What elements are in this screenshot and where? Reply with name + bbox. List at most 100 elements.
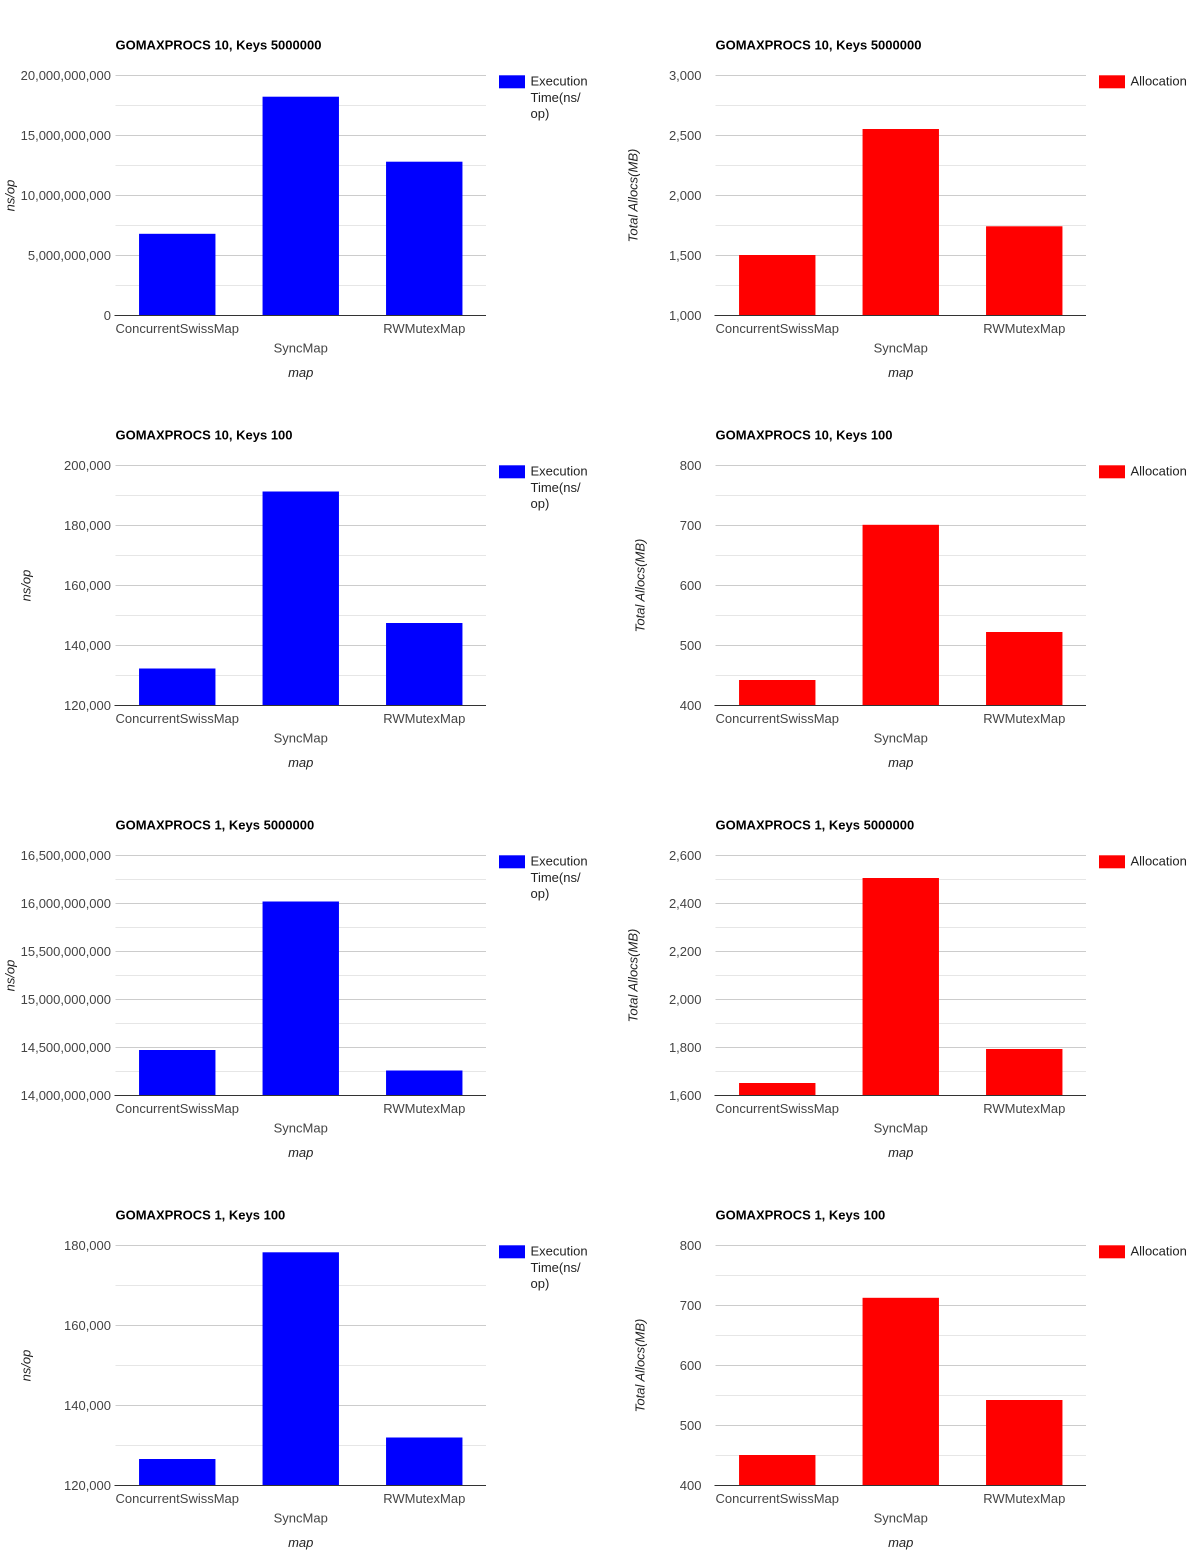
svg-text:op): op) bbox=[531, 886, 550, 901]
svg-text:Execution: Execution bbox=[531, 464, 588, 479]
svg-text:700: 700 bbox=[680, 518, 702, 533]
svg-text:14,500,000,000: 14,500,000,000 bbox=[21, 1040, 111, 1055]
svg-text:600: 600 bbox=[680, 1358, 702, 1373]
svg-text:180,000: 180,000 bbox=[64, 518, 111, 533]
svg-text:2,500: 2,500 bbox=[669, 128, 702, 143]
svg-text:Allocation: Allocation bbox=[1131, 74, 1187, 89]
svg-text:GOMAXPROCS 1, Keys 5000000: GOMAXPROCS 1, Keys 5000000 bbox=[116, 818, 315, 833]
svg-text:ConcurrentSwissMap: ConcurrentSwissMap bbox=[715, 1491, 839, 1506]
svg-text:600: 600 bbox=[680, 578, 702, 593]
svg-text:800: 800 bbox=[680, 1238, 702, 1253]
svg-text:SyncMap: SyncMap bbox=[874, 341, 928, 356]
svg-text:2,400: 2,400 bbox=[669, 896, 702, 911]
svg-text:15,000,000,000: 15,000,000,000 bbox=[21, 128, 111, 143]
svg-text:GOMAXPROCS 1, Keys 100: GOMAXPROCS 1, Keys 100 bbox=[116, 1208, 286, 1223]
svg-text:1,500: 1,500 bbox=[669, 248, 702, 263]
svg-text:14,000,000,000: 14,000,000,000 bbox=[21, 1088, 111, 1103]
svg-text:ns/op: ns/op bbox=[19, 1350, 34, 1382]
svg-text:ns/op: ns/op bbox=[2, 180, 17, 212]
svg-text:GOMAXPROCS 10, Keys 100: GOMAXPROCS 10, Keys 100 bbox=[116, 428, 293, 443]
svg-text:2,200: 2,200 bbox=[669, 944, 702, 959]
svg-text:500: 500 bbox=[680, 638, 702, 653]
svg-text:ConcurrentSwissMap: ConcurrentSwissMap bbox=[115, 1101, 239, 1116]
svg-text:10,000,000,000: 10,000,000,000 bbox=[21, 188, 111, 203]
svg-text:SyncMap: SyncMap bbox=[874, 731, 928, 746]
svg-text:ConcurrentSwissMap: ConcurrentSwissMap bbox=[115, 1491, 239, 1506]
svg-text:2,000: 2,000 bbox=[669, 992, 702, 1007]
svg-text:400: 400 bbox=[680, 1478, 702, 1493]
svg-text:ConcurrentSwissMap: ConcurrentSwissMap bbox=[115, 711, 239, 726]
svg-text:RWMutexMap: RWMutexMap bbox=[983, 711, 1065, 726]
svg-text:1,000: 1,000 bbox=[669, 308, 702, 323]
svg-text:700: 700 bbox=[680, 1298, 702, 1313]
svg-text:Allocation: Allocation bbox=[1131, 464, 1187, 479]
svg-text:200,000: 200,000 bbox=[64, 458, 111, 473]
svg-text:500: 500 bbox=[680, 1418, 702, 1433]
svg-text:15,000,000,000: 15,000,000,000 bbox=[21, 992, 111, 1007]
svg-text:map: map bbox=[288, 1535, 313, 1550]
svg-text:140,000: 140,000 bbox=[64, 638, 111, 653]
svg-text:SyncMap: SyncMap bbox=[274, 341, 328, 356]
svg-text:GOMAXPROCS 10, Keys 5000000: GOMAXPROCS 10, Keys 5000000 bbox=[116, 38, 322, 53]
svg-text:map: map bbox=[288, 755, 313, 770]
svg-text:1,600: 1,600 bbox=[669, 1088, 702, 1103]
svg-text:RWMutexMap: RWMutexMap bbox=[983, 321, 1065, 336]
svg-text:GOMAXPROCS 10, Keys 100: GOMAXPROCS 10, Keys 100 bbox=[716, 428, 893, 443]
svg-text:Total Allocs(MB): Total Allocs(MB) bbox=[626, 149, 641, 243]
svg-text:op): op) bbox=[531, 496, 550, 511]
svg-text:Total Allocs(MB): Total Allocs(MB) bbox=[632, 539, 647, 633]
svg-text:RWMutexMap: RWMutexMap bbox=[383, 321, 465, 336]
svg-text:ConcurrentSwissMap: ConcurrentSwissMap bbox=[115, 321, 239, 336]
svg-text:140,000: 140,000 bbox=[64, 1398, 111, 1413]
svg-text:GOMAXPROCS 1, Keys 5000000: GOMAXPROCS 1, Keys 5000000 bbox=[716, 818, 915, 833]
svg-text:120,000: 120,000 bbox=[64, 698, 111, 713]
svg-text:op): op) bbox=[531, 106, 550, 121]
svg-text:Time(ns/: Time(ns/ bbox=[531, 90, 581, 105]
svg-text:GOMAXPROCS 10, Keys 5000000: GOMAXPROCS 10, Keys 5000000 bbox=[716, 38, 922, 53]
svg-text:2,600: 2,600 bbox=[669, 848, 702, 863]
svg-text:RWMutexMap: RWMutexMap bbox=[983, 1101, 1065, 1116]
svg-text:SyncMap: SyncMap bbox=[874, 1121, 928, 1136]
svg-text:120,000: 120,000 bbox=[64, 1478, 111, 1493]
svg-text:map: map bbox=[888, 365, 913, 380]
svg-text:map: map bbox=[888, 755, 913, 770]
svg-text:Execution: Execution bbox=[531, 74, 588, 89]
svg-text:Allocation: Allocation bbox=[1131, 854, 1187, 869]
svg-text:op): op) bbox=[531, 1276, 550, 1291]
svg-text:SyncMap: SyncMap bbox=[274, 1121, 328, 1136]
svg-text:map: map bbox=[288, 365, 313, 380]
svg-text:0: 0 bbox=[104, 308, 111, 323]
svg-text:ConcurrentSwissMap: ConcurrentSwissMap bbox=[715, 321, 839, 336]
svg-text:16,000,000,000: 16,000,000,000 bbox=[21, 896, 111, 911]
svg-text:RWMutexMap: RWMutexMap bbox=[983, 1491, 1065, 1506]
svg-text:Total Allocs(MB): Total Allocs(MB) bbox=[632, 1319, 647, 1413]
svg-text:ns/op: ns/op bbox=[2, 960, 17, 992]
svg-text:Execution: Execution bbox=[531, 1244, 588, 1259]
svg-text:160,000: 160,000 bbox=[64, 578, 111, 593]
svg-text:RWMutexMap: RWMutexMap bbox=[383, 1101, 465, 1116]
svg-text:map: map bbox=[888, 1535, 913, 1550]
svg-text:3,000: 3,000 bbox=[669, 68, 702, 83]
svg-text:1,800: 1,800 bbox=[669, 1040, 702, 1055]
svg-text:15,500,000,000: 15,500,000,000 bbox=[21, 944, 111, 959]
svg-text:800: 800 bbox=[680, 458, 702, 473]
svg-text:SyncMap: SyncMap bbox=[874, 1511, 928, 1526]
svg-text:Time(ns/: Time(ns/ bbox=[531, 1260, 581, 1275]
svg-text:ConcurrentSwissMap: ConcurrentSwissMap bbox=[715, 711, 839, 726]
svg-text:Allocation: Allocation bbox=[1131, 1244, 1187, 1259]
svg-text:2,000: 2,000 bbox=[669, 188, 702, 203]
svg-text:Execution: Execution bbox=[531, 854, 588, 869]
svg-text:GOMAXPROCS 1, Keys 100: GOMAXPROCS 1, Keys 100 bbox=[716, 1208, 886, 1223]
svg-text:20,000,000,000: 20,000,000,000 bbox=[21, 68, 111, 83]
svg-text:ConcurrentSwissMap: ConcurrentSwissMap bbox=[715, 1101, 839, 1116]
svg-text:Time(ns/: Time(ns/ bbox=[531, 480, 581, 495]
svg-text:map: map bbox=[888, 1145, 913, 1160]
svg-text:ns/op: ns/op bbox=[19, 570, 34, 602]
svg-text:180,000: 180,000 bbox=[64, 1238, 111, 1253]
svg-text:SyncMap: SyncMap bbox=[274, 731, 328, 746]
svg-text:RWMutexMap: RWMutexMap bbox=[383, 1491, 465, 1506]
svg-text:SyncMap: SyncMap bbox=[274, 1511, 328, 1526]
svg-text:5,000,000,000: 5,000,000,000 bbox=[28, 248, 111, 263]
svg-text:Total Allocs(MB): Total Allocs(MB) bbox=[626, 929, 641, 1023]
svg-text:Time(ns/: Time(ns/ bbox=[531, 870, 581, 885]
